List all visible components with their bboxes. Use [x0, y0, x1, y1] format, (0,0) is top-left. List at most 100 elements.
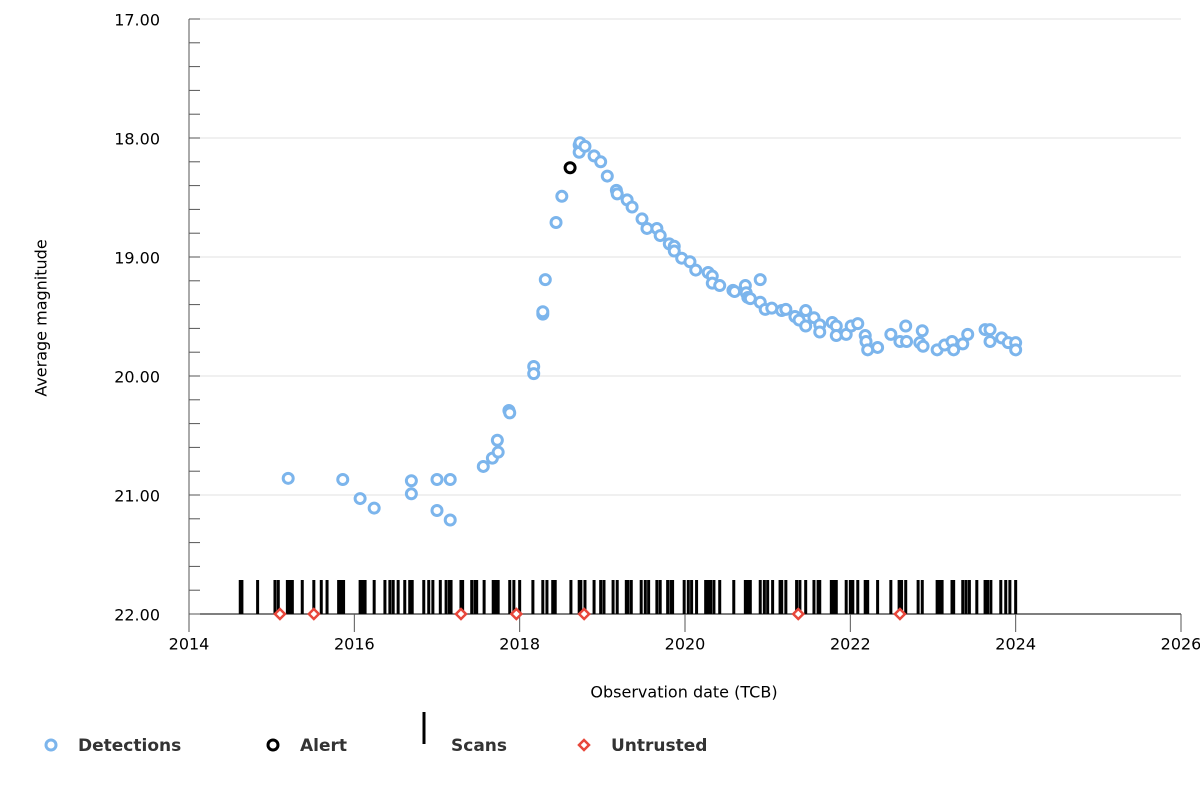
scan-bar	[577, 580, 581, 614]
scan-bar	[579, 580, 583, 614]
point	[983, 323, 997, 337]
point	[430, 503, 444, 517]
point	[527, 367, 541, 381]
point	[861, 343, 875, 357]
y-axis-label: Average magnitude	[32, 239, 51, 396]
scan-bar	[403, 580, 407, 614]
point	[871, 340, 885, 354]
scan-bar	[602, 580, 606, 614]
scan-bar	[482, 580, 486, 614]
scan-bar	[431, 580, 435, 614]
scan-bar	[626, 580, 630, 614]
scan-bar	[778, 580, 782, 614]
point	[625, 200, 639, 214]
scan-bar	[818, 580, 822, 614]
scan-bar	[508, 580, 512, 614]
scan-bar	[276, 580, 280, 614]
legend-symbol	[44, 738, 58, 752]
point	[765, 301, 779, 315]
x-tick-label: 2014	[169, 635, 210, 654]
point	[549, 215, 563, 229]
scan-bar	[712, 580, 716, 614]
scan-bar	[444, 580, 448, 614]
point	[753, 273, 767, 287]
scan-bar	[531, 580, 535, 614]
y-tick-label: 21.00	[114, 487, 160, 506]
legend-label: Untrusted	[611, 736, 707, 756]
scan-bar	[358, 580, 362, 614]
scan-bar	[695, 580, 699, 614]
point	[667, 244, 681, 258]
legend-symbol	[422, 712, 426, 744]
scan-bar	[408, 580, 412, 614]
point	[555, 189, 569, 203]
legend-label: Alert	[300, 736, 347, 756]
scan-bar	[518, 580, 522, 614]
scan-bar	[863, 580, 867, 614]
point	[689, 263, 703, 277]
point	[956, 337, 970, 351]
x-axis-label: Observation date (TCB)	[590, 683, 777, 702]
scan-bar	[496, 580, 500, 614]
scan-bar	[798, 580, 802, 614]
scan-bar	[290, 580, 294, 614]
point	[503, 406, 517, 420]
point	[578, 139, 592, 153]
untrusted-marker	[273, 607, 287, 621]
point	[404, 487, 418, 501]
scan-bar	[1014, 580, 1018, 614]
scan-bar	[475, 580, 479, 614]
scan-bar	[256, 580, 260, 614]
scan-bar	[876, 580, 880, 614]
scan-bar	[647, 580, 651, 614]
scan-bar	[325, 580, 329, 614]
scan-bar	[639, 580, 643, 614]
scan-bar	[935, 580, 939, 614]
point	[443, 473, 457, 487]
scan-bar	[795, 580, 799, 614]
legend-symbol	[266, 738, 280, 752]
scan-bar	[388, 580, 392, 614]
scan-bar	[832, 580, 836, 614]
point	[563, 161, 577, 175]
y-tick-label: 18.00	[114, 130, 160, 149]
scan-bar	[238, 580, 242, 614]
point	[713, 279, 727, 293]
scan-bar	[848, 580, 852, 614]
scan-bar	[666, 580, 670, 614]
scan-bar	[940, 580, 944, 614]
scan-bar	[339, 580, 343, 614]
y-tick-label: 19.00	[114, 249, 160, 268]
scan-bar	[866, 580, 870, 614]
point	[443, 513, 457, 527]
point	[538, 273, 552, 287]
point	[947, 343, 961, 357]
scan-bar	[1008, 580, 1012, 614]
scan-bar	[829, 580, 833, 614]
scan-bar	[904, 580, 908, 614]
scan-bar	[851, 580, 855, 614]
scan-bar	[748, 580, 752, 614]
scan-bar	[545, 580, 549, 614]
point	[653, 229, 667, 243]
scan-bar	[615, 580, 619, 614]
scan-bar	[461, 580, 465, 614]
point	[281, 471, 295, 485]
y-tick-label: 20.00	[114, 368, 160, 387]
x-tick-label: 2020	[665, 635, 706, 654]
legend-symbol	[577, 738, 591, 752]
scan-bar	[916, 580, 920, 614]
point	[1009, 343, 1023, 357]
x-tick-label: 2018	[499, 635, 540, 654]
x-tick-label: 2024	[995, 635, 1036, 654]
point	[961, 327, 975, 341]
untrusted-marker	[454, 607, 468, 621]
point	[491, 445, 505, 459]
point	[899, 319, 913, 333]
scan-bar	[816, 580, 820, 614]
scan-bar	[288, 580, 292, 614]
point	[728, 285, 742, 299]
point	[779, 302, 793, 316]
scan-bar	[804, 580, 808, 614]
